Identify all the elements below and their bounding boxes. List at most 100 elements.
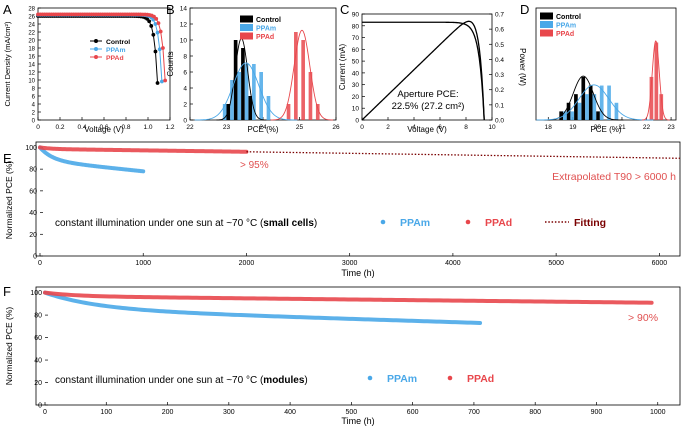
- panel-f-caption: constant illumination under one sun at ~…: [55, 375, 308, 386]
- panel-d-xlabel: PCE (%): [590, 125, 621, 134]
- panel-a-xtick-label: 0.6: [99, 124, 108, 131]
- panel-b-bar-ppad: [301, 40, 305, 120]
- panel-a-xtick-label: 0.8: [121, 124, 130, 131]
- panel-d-xtick-label: 23: [667, 124, 675, 131]
- panel-d-xtick-label: 18: [545, 124, 553, 131]
- panel-e-xtick-label: 1000: [135, 260, 151, 267]
- panel-c-right-ytick-label: 0.6: [495, 27, 504, 34]
- panel-b-bar-ppam: [244, 64, 249, 120]
- panel-c-annotation-line2: 22.5% (27.2 cm²): [392, 101, 465, 112]
- panel-label-c: C: [340, 2, 349, 17]
- panel-a-legend-label: PPAm: [106, 47, 126, 54]
- panel-f-xtick-label: 100: [100, 409, 112, 416]
- panel-e-annotation-95: > 95%: [240, 160, 269, 171]
- panel-d-legend-swatch: [540, 12, 553, 20]
- panel-label-e: E: [3, 151, 12, 166]
- panel-a-curve-ppam: [38, 14, 163, 82]
- panel-d-bar-control: [596, 111, 600, 120]
- panel-b-legend-swatch: [240, 24, 253, 31]
- panel-d-legend-label: PPAm: [556, 23, 576, 30]
- panel-e-xtick-label: 6000: [652, 260, 668, 267]
- panel-b-xtick-label: 24: [259, 124, 267, 131]
- panel-f-xtick-label: 700: [468, 409, 480, 416]
- panel-f-ytick-label: 60: [34, 335, 42, 342]
- panel-d-legend-swatch: [540, 21, 553, 28]
- panel-f-annotation-90: > 90%: [628, 312, 658, 324]
- panel-f-xtick-label: 900: [591, 409, 603, 416]
- panel-c-ytick-label: 30: [352, 82, 360, 89]
- panel-e-legend-label: Fitting: [574, 217, 606, 229]
- panel-c-ytick-label: 80: [352, 23, 360, 30]
- panel-d-legend-label: Control: [556, 14, 581, 21]
- panel-c-frame: [361, 13, 493, 121]
- panel-b-bar-ppam: [230, 80, 234, 120]
- panel-a-marker-ppam: [157, 47, 162, 52]
- panel-a-ytick-label: 26: [28, 15, 35, 21]
- panel-f-ylabel: Normalized PCE (%): [4, 307, 14, 386]
- panel-a-marker-ppam: [151, 17, 156, 22]
- panel-d-fit-ppad: [641, 40, 670, 121]
- panel-f-caption-end: ): [304, 375, 307, 386]
- panel-e-legend-label: PPAd: [485, 217, 512, 229]
- panel-b-ytick-label: 12: [180, 22, 188, 29]
- panel-a-ytick-label: 14: [28, 63, 35, 69]
- panel-e-caption-plain: constant illumination under one sun at ~…: [55, 218, 264, 229]
- panel-b-bar-ppad: [294, 32, 298, 120]
- panel-f-ytick-label: 80: [34, 313, 42, 320]
- panel-e-chart: 0 1000 2000 3000 4000 5000 6000 0 20 40 60 80 100 Ti…: [4, 141, 681, 278]
- panel-d-bar-ppam: [577, 102, 582, 120]
- panel-b-xtick-label: 23: [223, 124, 231, 131]
- panel-f-xtick-label: 300: [223, 409, 235, 416]
- panel-b-ytick-label: 14: [180, 6, 188, 13]
- panel-f-xtick-label: 600: [407, 409, 419, 416]
- panel-d-legend-label: PPAd: [556, 31, 574, 38]
- panel-e-xtick-label: 4000: [445, 260, 461, 267]
- panel-a-marker-ppam: [153, 22, 158, 26]
- panel-c-right-ytick-label: 0.2: [495, 87, 504, 94]
- panel-f-ytick-label: 40: [34, 358, 42, 365]
- panel-c-power-curve: [361, 20, 485, 121]
- panel-a-ytick-label: 16: [28, 55, 35, 61]
- panel-f-xtick-label: 400: [284, 409, 296, 416]
- panel-a-marker-ppad: [156, 21, 161, 26]
- panel-a-ytick-label: 18: [28, 47, 35, 53]
- panel-b-xtick-label: 25: [296, 124, 304, 131]
- panel-c-right-ytick-label: 0.5: [495, 42, 504, 49]
- panel-a-marker-ppad: [154, 16, 159, 21]
- panel-f-data-ppad: [43, 290, 654, 305]
- panel-c-right-ytick-label: 0.1: [495, 102, 504, 109]
- panel-c-right-ytick-label: 0.0: [495, 118, 504, 125]
- panel-a-chart: 0 0.2 0.4 0.6 0.8 1.0 1.2024681012141618202224…: [3, 7, 175, 135]
- panel-b-fit-ppad: [270, 29, 334, 121]
- panel-b-bar-ppam: [259, 72, 263, 120]
- panel-f-xtick-label: 500: [346, 409, 358, 416]
- panel-f-ytick-label: 0: [38, 403, 42, 410]
- panel-d-fit-ppam: [536, 84, 654, 121]
- panel-a-curve-ppad: [38, 13, 166, 81]
- panel-a-marker-control: [147, 19, 152, 24]
- panel-b-bar-control: [248, 96, 253, 120]
- panel-f-caption-bold: modules: [263, 375, 305, 386]
- panel-d-bar-ppam: [599, 85, 604, 120]
- panel-e-frame: [35, 141, 681, 257]
- panel-b-bar-ppam: [252, 64, 256, 120]
- panel-d-bar-ppad: [654, 42, 659, 120]
- panel-c-xtick-label: 2: [386, 124, 390, 131]
- panel-a-xlabel: Voltage (V): [84, 125, 124, 134]
- panel-a-ytick-label: 20: [28, 39, 35, 45]
- panel-f-xlabel: Time (h): [341, 416, 374, 426]
- panel-label-f: F: [3, 284, 11, 299]
- panel-e-xtick-label: 0: [38, 260, 42, 267]
- panel-c-chart: 0 2 4 6 8 10 0 10 20 30 40 50 60 70 80 90 0.0 0.1 0.2 0.3 0.…: [338, 12, 527, 135]
- panel-e-legend-dot: [465, 219, 471, 225]
- panel-f-data-ppam: [43, 290, 483, 325]
- panel-label-d: D: [520, 2, 529, 17]
- panel-b-legend-swatch: [240, 15, 253, 23]
- panel-d-bar-ppad: [649, 76, 654, 120]
- panel-c-right-ytick-label: 0.4: [495, 57, 504, 64]
- panel-e-ytick-label: 100: [25, 145, 37, 152]
- panel-d-frame: [535, 7, 677, 121]
- panel-d-bar-ppam: [585, 94, 589, 120]
